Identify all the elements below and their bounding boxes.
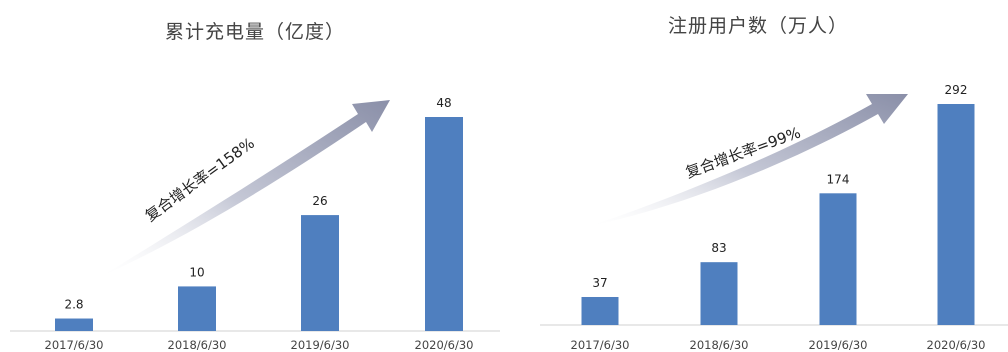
x-tick-left-2: 2019/6/30 — [291, 338, 350, 352]
cagr-annotation-left: 复合增长率=158% — [142, 134, 258, 225]
value-label-left-1: 10 — [189, 265, 204, 279]
bar-right-0 — [581, 296, 619, 325]
value-label-right-1: 83 — [711, 241, 726, 255]
value-label-right-0: 37 — [592, 276, 607, 290]
bar-left-1 — [178, 286, 216, 331]
growth-arrow-right — [590, 94, 908, 226]
chart-left: 累计充电量（亿度） 复合增长率=158% 2.8 2017/6/30 10 2018/… — [10, 21, 500, 352]
bar-left-3 — [425, 117, 463, 331]
value-label-right-2: 174 — [827, 172, 850, 186]
x-tick-left-1: 2018/6/30 — [168, 338, 227, 352]
bar-left-0 — [55, 318, 93, 331]
chart-left-title: 累计充电量（亿度） — [165, 21, 345, 43]
bar-right-2 — [819, 193, 857, 325]
x-tick-right-0: 2017/6/30 — [571, 338, 630, 352]
bar-right-3 — [937, 104, 975, 325]
growth-arrow-left — [102, 100, 390, 276]
bar-right-1 — [700, 262, 738, 325]
bar-left-2 — [301, 215, 339, 331]
chart-right: 注册用户数（万人） 复合增长率=99% 372017/6/30832018/6/… — [540, 15, 1008, 352]
chart-right-title: 注册用户数（万人） — [668, 15, 848, 37]
x-tick-right-2: 2019/6/30 — [809, 338, 868, 352]
x-tick-left-0: 2017/6/30 — [45, 338, 104, 352]
x-tick-right-3: 2020/6/30 — [927, 338, 986, 352]
value-label-left-0: 2.8 — [64, 298, 83, 312]
value-label-left-3: 48 — [436, 96, 451, 110]
x-tick-left-3: 2020/6/30 — [415, 338, 474, 352]
x-tick-right-1: 2018/6/30 — [690, 338, 749, 352]
value-label-left-2: 26 — [312, 194, 327, 208]
value-label-right-3: 292 — [945, 83, 968, 97]
